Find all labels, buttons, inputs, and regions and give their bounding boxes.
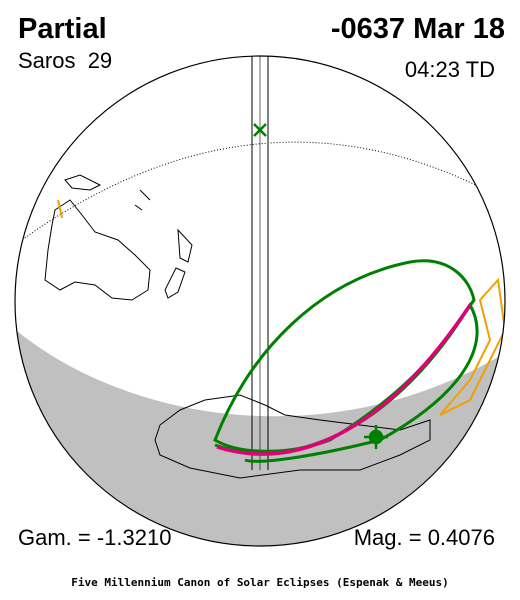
islands (64, 174, 151, 211)
saros: Saros 29 (18, 48, 112, 73)
new-zealand (164, 228, 193, 299)
sub-solar-point (253, 123, 267, 137)
eclipse-type: Partial (18, 13, 107, 45)
australia (44, 199, 151, 301)
time: 04:23 TD (405, 57, 495, 82)
globe-outline (14, 55, 506, 547)
penumbra-limit (57, 199, 505, 416)
greatest-eclipse (364, 425, 388, 449)
antarctica (154, 394, 431, 479)
credit: Five Millennium Canon of Solar Eclipses … (71, 576, 449, 589)
magnitude: Mag. = 0.4076 (354, 525, 495, 550)
date: -0637 Mar 18 (331, 13, 505, 45)
rise-set-curve (216, 304, 472, 456)
gamma: Gam. = -1.3210 (18, 525, 171, 550)
